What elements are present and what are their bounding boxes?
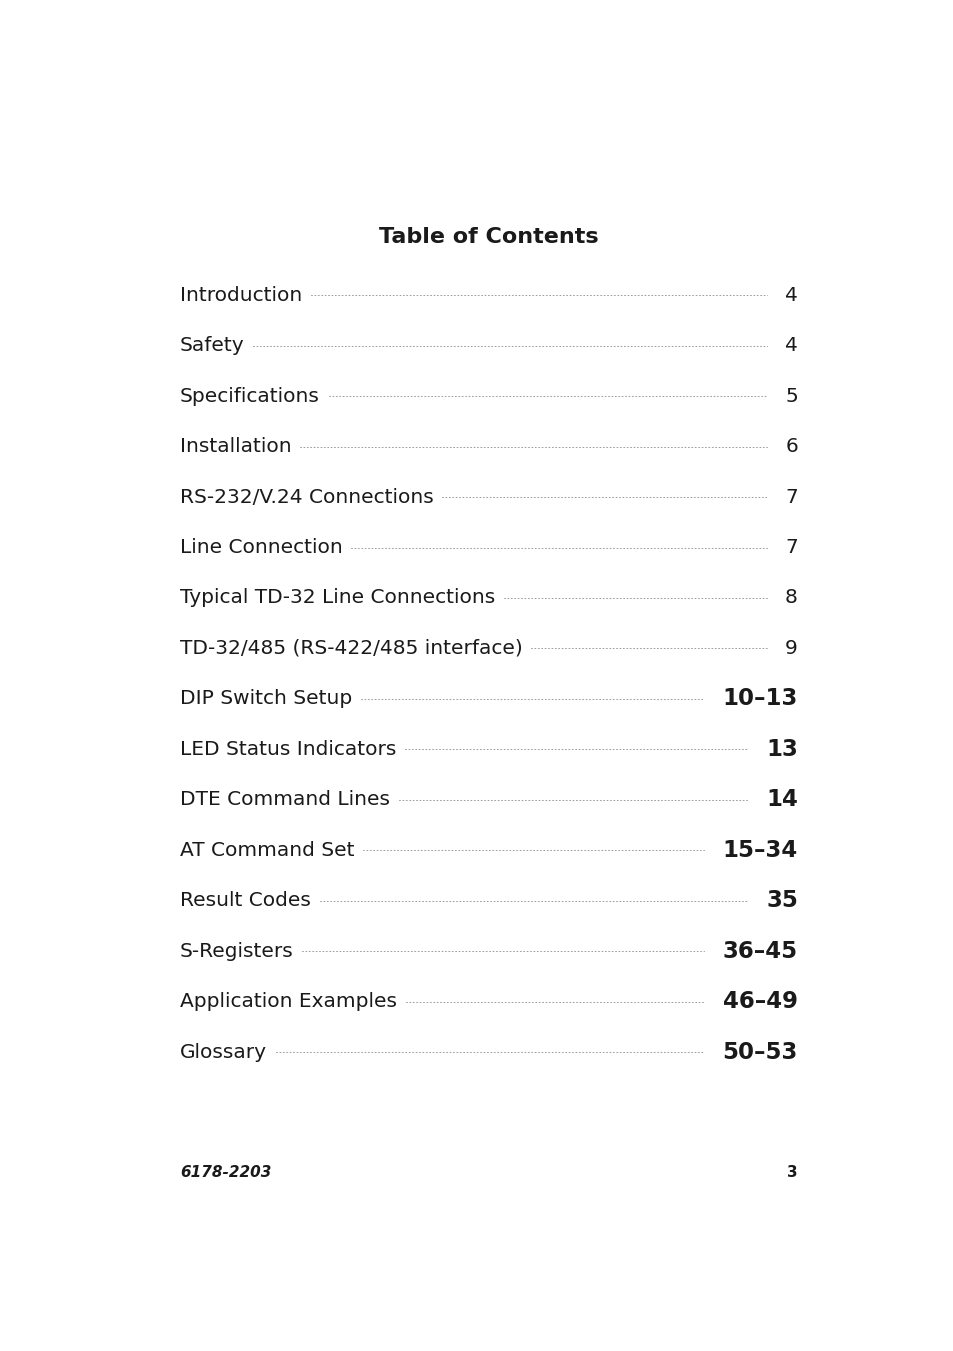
Text: 4: 4 [784, 336, 797, 355]
Text: 9: 9 [784, 639, 797, 658]
Text: AT Command Set: AT Command Set [180, 840, 354, 859]
Text: 7: 7 [784, 488, 797, 507]
Text: S-Registers: S-Registers [180, 942, 294, 961]
Text: Installation: Installation [180, 438, 292, 457]
Text: 50–53: 50–53 [721, 1040, 797, 1063]
Text: Application Examples: Application Examples [180, 992, 396, 1011]
Text: 15–34: 15–34 [722, 839, 797, 862]
Text: 35: 35 [765, 889, 797, 912]
Text: RS-232/V.24 Connections: RS-232/V.24 Connections [180, 488, 434, 507]
Text: Specifications: Specifications [180, 386, 319, 405]
Text: Typical TD-32 Line Connections: Typical TD-32 Line Connections [180, 589, 495, 608]
Text: 8: 8 [784, 589, 797, 608]
Text: 13: 13 [765, 738, 797, 761]
Text: 7: 7 [784, 538, 797, 557]
Text: 6: 6 [784, 438, 797, 457]
Text: DIP Switch Setup: DIP Switch Setup [180, 689, 352, 708]
Text: 36–45: 36–45 [722, 940, 797, 963]
Text: 3: 3 [786, 1165, 797, 1179]
Text: Line Connection: Line Connection [180, 538, 342, 557]
Text: Introduction: Introduction [180, 286, 302, 305]
Text: Safety: Safety [180, 336, 244, 355]
Text: LED Status Indicators: LED Status Indicators [180, 740, 395, 759]
Text: 10–13: 10–13 [721, 688, 797, 711]
Text: Table of Contents: Table of Contents [378, 227, 598, 247]
Text: TD-32/485 (RS-422/485 interface): TD-32/485 (RS-422/485 interface) [180, 639, 522, 658]
Text: 14: 14 [765, 788, 797, 812]
Text: Result Codes: Result Codes [180, 892, 311, 911]
Text: 46–49: 46–49 [722, 990, 797, 1013]
Text: Glossary: Glossary [180, 1043, 267, 1062]
Text: 6178-2203: 6178-2203 [180, 1165, 271, 1179]
Text: 4: 4 [784, 286, 797, 305]
Text: DTE Command Lines: DTE Command Lines [180, 790, 390, 809]
Text: 5: 5 [784, 386, 797, 405]
